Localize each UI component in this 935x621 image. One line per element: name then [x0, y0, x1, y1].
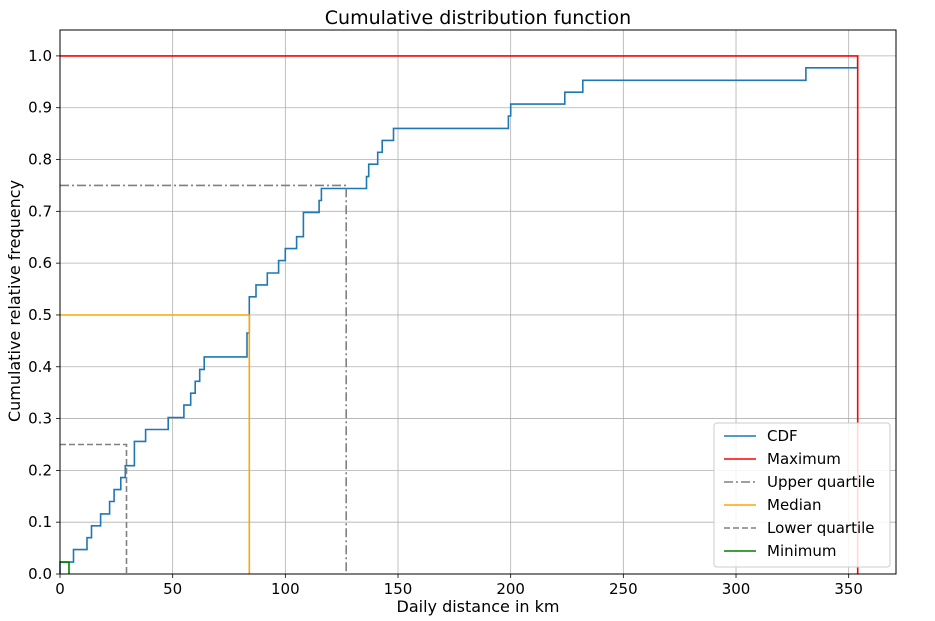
x-tick-label: 300: [722, 580, 751, 598]
y-tick-label: 0.5: [28, 306, 52, 324]
legend-label: Median: [767, 496, 822, 514]
legend-label: Maximum: [767, 450, 841, 468]
y-tick-label: 0.6: [28, 254, 52, 272]
plot-frame: [59, 29, 897, 575]
y-tick-label: 0.4: [28, 358, 52, 376]
y-tick-label: 0.3: [28, 410, 52, 428]
y-tick-label: 0.9: [28, 99, 52, 117]
y-tick-label: 0.7: [28, 202, 52, 220]
axis-ticks: 0 50 100 150 200 250 300 350 0.0 0.1 0.2 0.3 0.4 0.5 0…: [28, 47, 863, 598]
x-tick-label: 0: [55, 580, 65, 598]
legend-box: [713, 422, 891, 568]
x-axis-label: Daily distance in km: [397, 597, 560, 616]
y-tick-label: 0.2: [28, 461, 52, 479]
x-tick-label: 250: [609, 580, 638, 598]
y-tick-label: 0.8: [28, 151, 52, 169]
x-tick-label: 150: [384, 580, 413, 598]
x-tick-label: 100: [271, 580, 300, 598]
series-cdf: [59, 55, 859, 574]
x-tick-label: 350: [834, 580, 863, 598]
legend: CDF Maximum Upper quartile Median Lower quar…: [713, 422, 891, 568]
legend-label: Minimum: [767, 542, 837, 560]
chart-title: Cumulative distribution function: [325, 7, 631, 29]
legend-label: CDF: [767, 427, 798, 445]
y-axis-label: Cumulative relative frequency: [5, 180, 24, 422]
legend-label: Upper quartile: [767, 473, 875, 491]
y-tick-label: 1.0: [28, 47, 52, 65]
series-lines: [59, 55, 859, 574]
x-tick-label: 50: [163, 580, 182, 598]
series-upper-quartile: [60, 184, 348, 574]
y-tick-label: 0.0: [28, 565, 52, 583]
series-median: [60, 314, 251, 574]
series-lower-quartile: [60, 443, 128, 574]
series-maximum: [60, 55, 859, 574]
series-minimum: [60, 561, 70, 574]
legend-label: Lower quartile: [767, 519, 875, 537]
y-tick-label: 0.1: [28, 513, 52, 531]
x-tick-label: 200: [496, 580, 525, 598]
